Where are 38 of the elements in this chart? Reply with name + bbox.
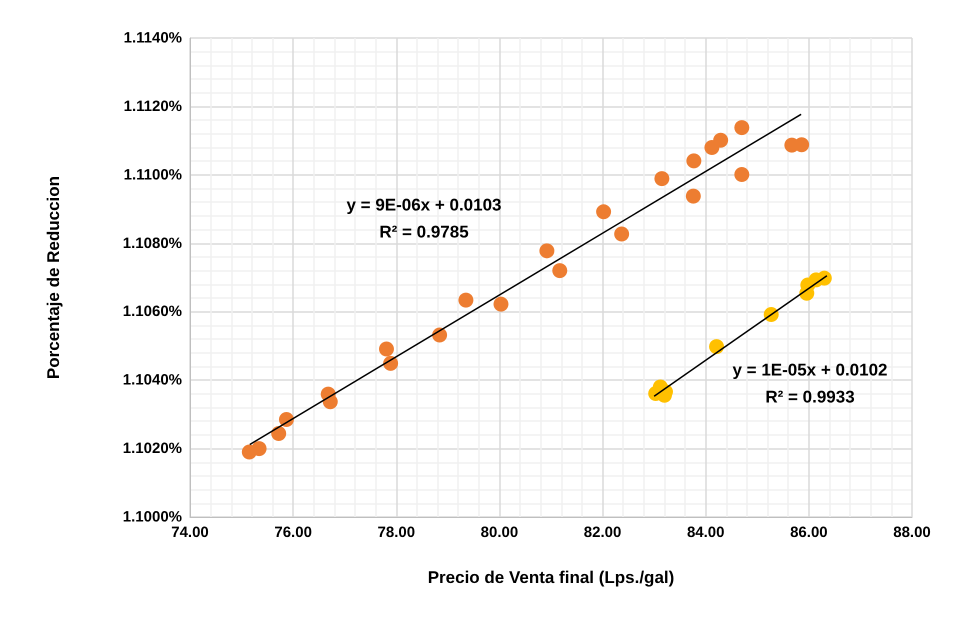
point — [686, 153, 702, 168]
x-tick-label: 84.00 — [686, 524, 724, 541]
point — [552, 263, 568, 278]
annotation: y = 9E-06x + 0.0103 — [346, 196, 502, 214]
y-tick-label: 1.1020% — [122, 440, 182, 458]
y-axis-title: Porcentaje de Reduccion — [44, 176, 63, 380]
point — [713, 132, 728, 148]
point — [614, 226, 630, 242]
annotation: R² = 0.9785 — [379, 222, 469, 242]
point — [734, 167, 750, 182]
point — [379, 342, 394, 357]
point — [539, 243, 554, 258]
point — [709, 339, 724, 354]
point — [271, 426, 286, 442]
y-tick-label: 1.1080% — [122, 234, 182, 252]
x-tick-label: 78.00 — [378, 524, 416, 541]
x-tick-label: 82.00 — [584, 524, 622, 541]
x-axis-title: Precio de Venta final (Lps./gal) — [428, 568, 674, 587]
point — [596, 204, 612, 220]
point — [686, 188, 701, 204]
point — [493, 296, 508, 312]
point — [252, 441, 267, 456]
point — [654, 171, 670, 186]
x-tick-label: 86.00 — [790, 524, 828, 541]
x-tick-label: 80.00 — [480, 524, 518, 541]
point — [458, 292, 474, 308]
y-tick-label: 1.1040% — [122, 372, 182, 389]
y-tick-label: 1.1000% — [122, 508, 182, 526]
annotation: y = 1E-05x + 0.0102 — [732, 360, 888, 380]
y-tick-label: 1.1060% — [122, 303, 182, 320]
x-tick-label: 76.00 — [274, 524, 312, 541]
y-tick-label: 1.1100% — [124, 166, 182, 184]
x-tick-label: 74.00 — [171, 524, 209, 541]
x-tick-label: 88.00 — [893, 524, 931, 541]
y-tick-label: 1.1120% — [124, 98, 182, 115]
point — [734, 120, 750, 136]
annotation: R² = 0.9933 — [765, 388, 855, 406]
y-tick-label: 1.1140% — [124, 30, 182, 46]
